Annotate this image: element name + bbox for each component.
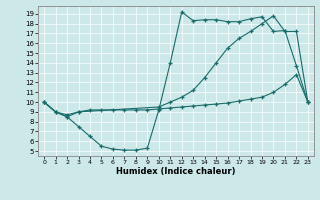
X-axis label: Humidex (Indice chaleur): Humidex (Indice chaleur) <box>116 167 236 176</box>
